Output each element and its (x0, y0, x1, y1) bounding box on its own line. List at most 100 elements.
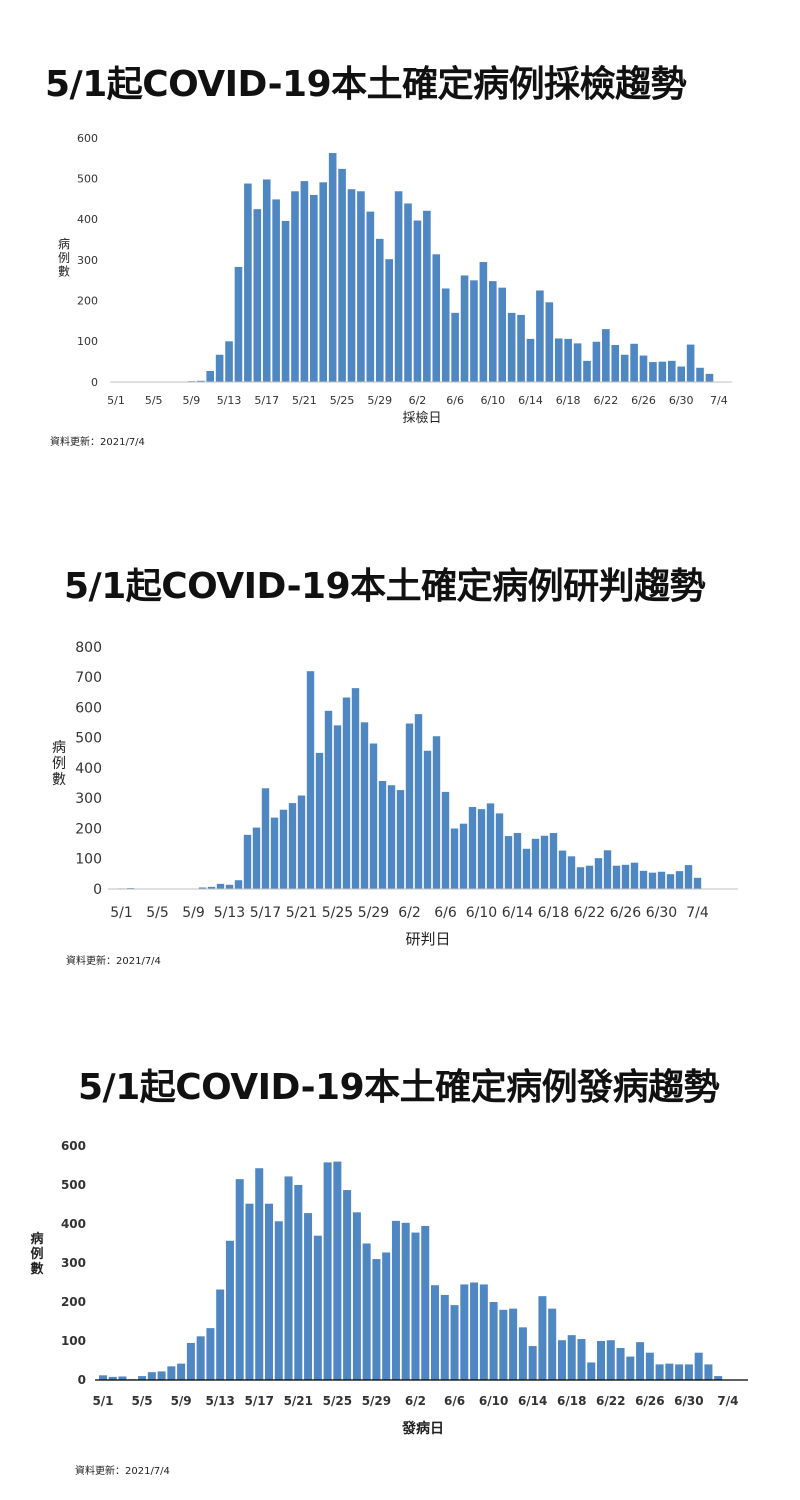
bar (479, 1284, 488, 1380)
bar (235, 1179, 244, 1380)
bar (468, 807, 477, 889)
bar (451, 312, 459, 382)
bar (636, 1342, 645, 1380)
bar (540, 835, 549, 889)
y-axis-title: 病例數 (52, 740, 66, 788)
y-tick-label: 400 (61, 1217, 86, 1231)
bar (272, 199, 280, 382)
bar (522, 848, 531, 889)
bar (507, 312, 516, 382)
y-tick-label: 400 (75, 761, 102, 777)
bar (675, 1364, 684, 1380)
bar (252, 827, 261, 889)
x-tick-label: 6/18 (538, 905, 569, 921)
bar (665, 1363, 674, 1380)
bar (291, 191, 299, 382)
bar (216, 883, 225, 889)
bar (297, 795, 306, 889)
bar (585, 865, 594, 889)
bar (460, 1284, 469, 1380)
bar (705, 373, 714, 382)
bar (677, 366, 685, 382)
bar (649, 362, 657, 382)
x-tick-label: 5/25 (330, 394, 355, 407)
bar (391, 1220, 400, 1380)
bar (470, 280, 478, 382)
chart-panel-diagnosis: 5/1起COVID-19本土確定病例研判趨勢 0 100 200 300 400 500 6… (52, 566, 738, 967)
bar (284, 1176, 293, 1380)
y-tick-label: 500 (75, 731, 102, 747)
bar (255, 1168, 264, 1380)
bar (362, 1243, 371, 1380)
bar (225, 341, 233, 382)
bar (385, 259, 393, 382)
bar (531, 838, 540, 889)
bar (486, 803, 495, 889)
bar (423, 750, 432, 889)
y-tick-label: 0 (78, 1373, 86, 1387)
bar (603, 850, 612, 889)
bar (432, 736, 441, 889)
bar (675, 871, 684, 889)
bar (567, 1335, 576, 1380)
x-tick-label: 5/21 (286, 905, 317, 921)
y-tick-label: 200 (61, 1295, 86, 1309)
bar (319, 182, 328, 382)
bar (639, 355, 648, 382)
bar (288, 803, 297, 889)
bar (360, 722, 369, 889)
x-tick-label: 5/5 (146, 905, 169, 921)
y-tick-label: 200 (75, 821, 102, 837)
bar (526, 338, 535, 382)
x-tick-label: 6/18 (557, 1394, 586, 1408)
bar (597, 1341, 606, 1380)
x-tick-label: 6/10 (480, 394, 505, 407)
chart-title: 5/1起COVID-19本土確定病例發病趨勢 (78, 1067, 720, 1108)
bar (441, 791, 450, 889)
x-axis-title: 採檢日 (402, 410, 441, 426)
bar (470, 1282, 479, 1380)
bar (394, 191, 403, 382)
bar (714, 1376, 723, 1380)
bar (414, 714, 423, 889)
bar (167, 1366, 176, 1380)
bar (621, 864, 630, 889)
bar (517, 314, 525, 382)
bar (118, 1376, 127, 1380)
bar (536, 290, 544, 382)
y-tick-label: 0 (91, 376, 98, 389)
bar (592, 341, 601, 382)
x-tick-label: 7/4 (686, 905, 709, 921)
bar (253, 209, 262, 382)
x-tick-label: 5/29 (362, 1394, 391, 1408)
bar (245, 1203, 254, 1380)
bar (693, 877, 702, 889)
bar (648, 872, 657, 889)
bar (366, 211, 375, 382)
x-tick-label: 6/14 (518, 1394, 547, 1408)
x-tick-label: 6/26 (610, 905, 642, 921)
x-tick-label: 5/13 (214, 905, 245, 921)
bar (645, 1352, 654, 1380)
bar (300, 181, 309, 382)
bar (270, 817, 279, 889)
bar (495, 813, 504, 889)
bar (333, 1161, 342, 1380)
y-tick-label: 100 (61, 1334, 86, 1348)
bar (459, 823, 468, 889)
x-tick-label: 5/29 (367, 394, 392, 407)
x-tick-label: 6/30 (646, 905, 677, 921)
bar (639, 870, 648, 889)
y-tick-label: 300 (77, 254, 98, 267)
bar (382, 1252, 391, 1380)
x-tick-label: 5/5 (145, 394, 163, 407)
bar (630, 862, 639, 889)
y-tick-label: 400 (77, 213, 98, 226)
bar (207, 886, 216, 889)
bar (413, 220, 422, 382)
x-tick-label: 6/10 (479, 1394, 508, 1408)
bar (694, 1352, 703, 1380)
update-footnote: 資料更新：2021/7/4 (75, 1466, 170, 1477)
y-tick-label: 600 (61, 1139, 86, 1153)
